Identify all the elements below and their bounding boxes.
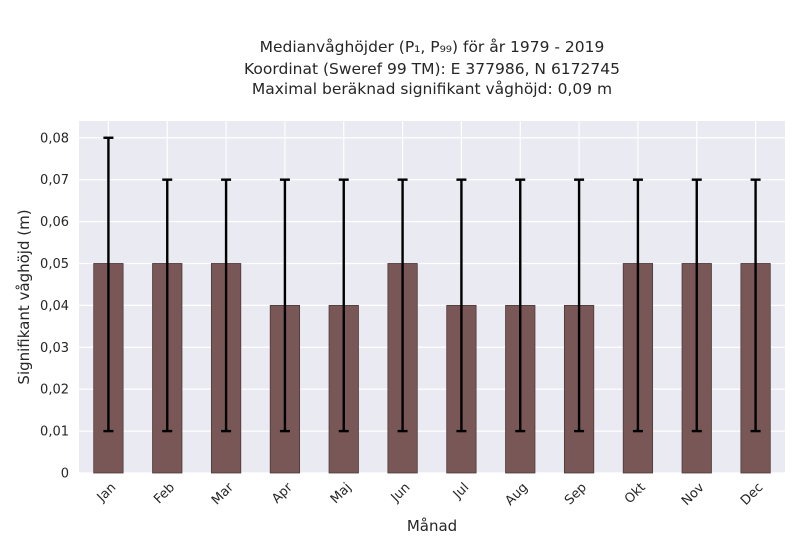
x-tick-label: Okt: [622, 480, 649, 507]
y-tick-label: 0,01: [40, 425, 69, 440]
y-tick-label: 0,07: [40, 173, 69, 188]
y-tick-label: 0,03: [40, 341, 69, 356]
y-axis-label: Signifikant våghöjd (m): [15, 209, 33, 384]
y-tick-label: 0,06: [40, 215, 69, 230]
y-tick-label: 0,08: [40, 131, 69, 146]
y-tick-label: 0: [61, 467, 69, 482]
y-tick-labels: 0 0,01 0,02 0,03 0,04 0,05 0,06 0,07 0,08: [40, 131, 69, 481]
y-tick-label: 0,04: [40, 299, 69, 314]
chart-title: Medianvåghöjder (P₁, P₉₉) för år 1979 - …: [244, 38, 620, 98]
x-tick-label: Jun: [388, 480, 414, 506]
y-tick-label: 0,05: [40, 257, 69, 272]
y-tick-label: 0,02: [40, 383, 69, 398]
x-tick-labels: Jan Feb Mar Apr Maj Jun Jul Aug Sep Okt Nov Dec: [94, 480, 767, 509]
x-tick-label: Feb: [151, 480, 178, 507]
x-tick-label: Dec: [738, 480, 766, 508]
x-tick-label: Apr: [269, 480, 296, 507]
x-tick-label: Aug: [503, 480, 532, 509]
plot-area: [79, 121, 785, 473]
title-line-2: Koordinat (Sweref 99 TM): E 377986, N 61…: [244, 60, 620, 78]
x-tick-label: Jul: [450, 480, 472, 502]
title-line-3: Maximal beräknad signifikant våghöjd: 0,…: [252, 80, 612, 98]
x-tick-label: Mar: [209, 480, 237, 508]
x-tick-label: Jan: [94, 480, 119, 505]
x-tick-label: Sep: [562, 480, 590, 508]
x-tick-label: Nov: [679, 480, 708, 509]
error-bars: [103, 136, 761, 433]
x-axis-label: Månad: [407, 517, 457, 535]
x-tick-label: Maj: [328, 480, 355, 507]
title-line-1: Medianvåghöjder (P₁, P₉₉) för år 1979 - …: [260, 38, 605, 56]
